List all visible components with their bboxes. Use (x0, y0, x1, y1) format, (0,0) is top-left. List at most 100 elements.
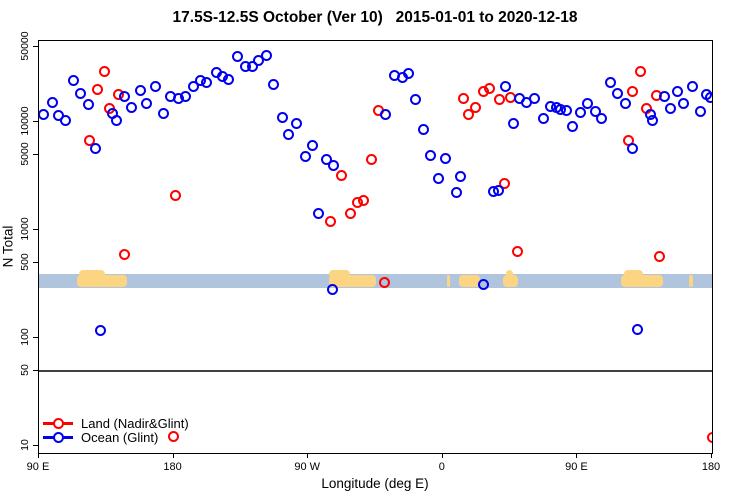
data-point (492, 184, 504, 196)
data-point (135, 85, 147, 97)
data-point (247, 61, 259, 73)
map-band-land (458, 274, 481, 288)
data-point (627, 86, 639, 98)
map-band-land (621, 274, 664, 288)
x-tick (711, 453, 712, 458)
data-point (307, 139, 319, 151)
data-point (187, 80, 199, 92)
data-point (365, 153, 377, 165)
data-point (658, 90, 670, 102)
data-point (126, 102, 138, 114)
data-point (582, 97, 594, 109)
data-point (627, 142, 639, 154)
y-tick (33, 45, 38, 47)
data-point (82, 99, 94, 111)
x-tick-label: 90 E (565, 461, 588, 473)
map-band-land (77, 274, 127, 288)
data-point (687, 81, 699, 93)
x-tick-label: 180 (163, 461, 182, 473)
y-tick-label: 50 (19, 363, 31, 376)
data-point (91, 84, 103, 96)
data-point (378, 277, 390, 289)
legend-item: Land (Nadir&Glint) (43, 416, 189, 431)
y-tick-label: 100 (19, 328, 31, 346)
y-tick-label: 500 (19, 252, 31, 271)
data-point (462, 108, 474, 120)
data-point (75, 88, 87, 100)
x-tick (576, 453, 578, 458)
reference-line (39, 369, 712, 372)
legend-ring-icon (52, 431, 64, 443)
data-point (232, 50, 244, 62)
data-point (90, 143, 102, 155)
data-point (574, 107, 586, 119)
data-point (260, 49, 272, 61)
y-tick-label: 1000 (19, 217, 31, 241)
data-point (537, 113, 549, 125)
data-point (290, 117, 302, 129)
x-tick (441, 453, 443, 458)
data-point (567, 120, 579, 132)
plot-area: Land (Nadir&Glint) Ocean (Glint) (38, 40, 713, 454)
x-tick-label: 0 (438, 461, 445, 473)
data-point (313, 208, 325, 220)
data-point (561, 104, 573, 116)
data-point (328, 159, 340, 171)
data-point (94, 324, 106, 336)
chart-title: 17.5S-12.5S October (Ver 10) 2015-01-01 … (172, 9, 578, 26)
y-tick-label: 10 (19, 439, 31, 451)
data-point (654, 250, 666, 262)
data-point (410, 93, 422, 105)
data-point (157, 107, 169, 119)
map-band-land (328, 274, 376, 288)
data-point (358, 194, 370, 206)
data-point (118, 91, 130, 103)
data-point (672, 86, 684, 98)
x-tick-label: 180 (701, 461, 721, 473)
data-point (67, 75, 79, 87)
legend-symbol (43, 417, 73, 429)
data-point (450, 187, 462, 199)
data-point (141, 98, 153, 110)
data-point (402, 68, 414, 80)
data-point (706, 432, 712, 444)
data-point (380, 109, 392, 121)
data-point (646, 114, 658, 126)
data-point (705, 92, 712, 104)
map-band-land (623, 269, 644, 276)
legend-label: Ocean (Glint) (81, 429, 159, 445)
legend-symbol (43, 431, 73, 443)
data-point (180, 91, 192, 103)
data-point (664, 102, 676, 114)
y-tick-label: 10000 (19, 106, 31, 136)
map-band-land (503, 274, 519, 288)
data-point (528, 93, 540, 105)
x-tick (172, 453, 174, 458)
data-point (39, 108, 49, 120)
data-point (60, 114, 72, 126)
data-point (169, 190, 181, 202)
map-band-land (329, 269, 351, 276)
data-point (494, 93, 506, 105)
data-point (500, 80, 512, 92)
y-tick (33, 369, 38, 371)
data-point (425, 150, 437, 162)
data-point (612, 88, 624, 100)
map-band-land (79, 269, 105, 276)
legend: Land (Nadir&Glint) Ocean (Glint) (43, 416, 189, 445)
data-point (150, 81, 162, 93)
legend-ring-icon (52, 417, 64, 429)
data-point (99, 65, 111, 77)
data-point (507, 118, 519, 130)
y-axis-label: N Total (0, 225, 16, 268)
y-tick (33, 153, 38, 155)
data-point (268, 79, 280, 91)
data-point (84, 135, 96, 147)
data-point (223, 74, 235, 86)
data-point (498, 178, 510, 190)
y-tick-label: 5000 (19, 141, 31, 166)
legend-item: Ocean (Glint) (43, 429, 189, 445)
y-tick (33, 445, 38, 446)
data-point (512, 246, 524, 258)
